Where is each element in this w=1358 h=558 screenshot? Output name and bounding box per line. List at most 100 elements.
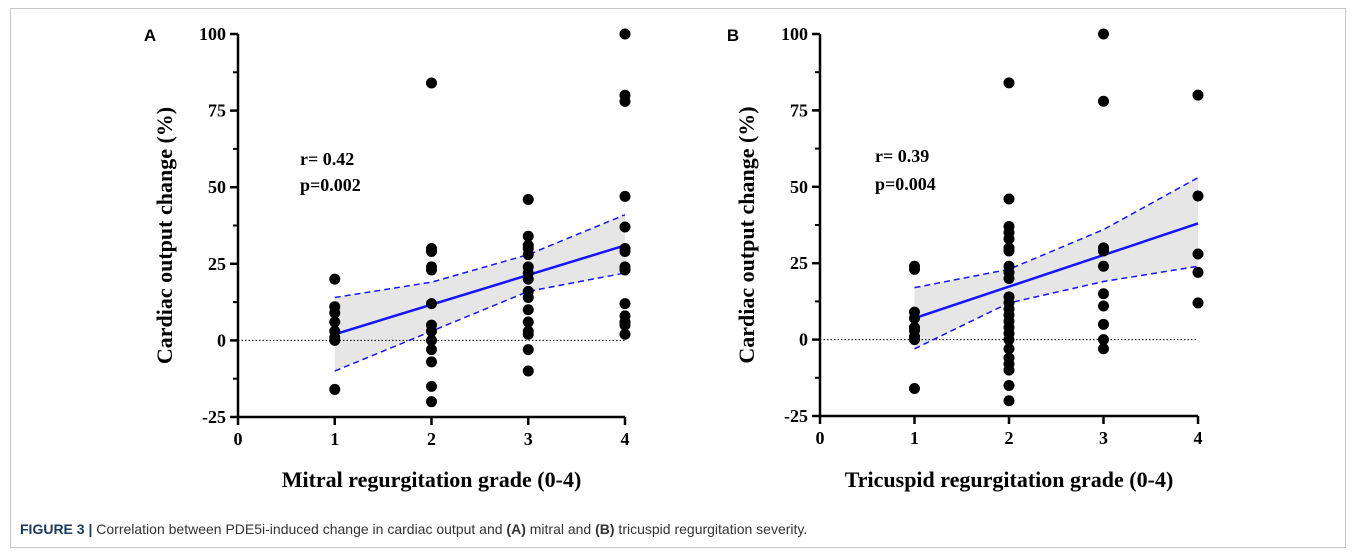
data-point (909, 382, 920, 394)
data-point (1192, 89, 1204, 101)
x-tick-label: 4 (621, 429, 630, 449)
data-point (1003, 343, 1015, 355)
data-point (619, 264, 631, 276)
data-point (522, 273, 534, 285)
data-point (426, 77, 437, 89)
y-tick-label: 50 (208, 177, 226, 197)
data-point (1098, 343, 1109, 355)
data-point (1003, 245, 1015, 257)
x-tick-label: 1 (910, 428, 919, 448)
x-axis-title: Mitral regurgitation grade (0-4) (282, 467, 582, 492)
data-point (1098, 334, 1109, 346)
y-tick-label: 75 (790, 100, 808, 120)
data-point (329, 273, 341, 285)
panel-letter: B (727, 26, 739, 45)
data-point (1003, 272, 1015, 284)
y-tick-label: 100 (199, 24, 226, 44)
data-point (329, 307, 341, 319)
data-point (426, 396, 437, 408)
data-point (619, 221, 631, 233)
data-point (619, 328, 631, 340)
y-tick-label: 0 (217, 330, 226, 350)
caption-panel-b: (B) (595, 521, 615, 537)
data-point (426, 380, 437, 392)
regression-line (334, 244, 626, 336)
x-tick-label: 0 (234, 429, 243, 449)
caption-text-1: Correlation between PDE5i-induced change… (92, 521, 507, 537)
data-point (522, 344, 534, 356)
y-tick-label: 0 (799, 330, 808, 350)
data-point (1098, 318, 1109, 330)
data-point (426, 246, 437, 258)
y-tick-label: -25 (784, 406, 808, 426)
figure-frame (10, 8, 1346, 548)
data-point (1003, 77, 1015, 89)
ci-lower-line (334, 272, 626, 372)
data-point (522, 230, 534, 242)
data-point (1098, 28, 1109, 40)
data-point (329, 334, 341, 346)
data-point (1098, 300, 1109, 312)
ci-upper-line (914, 176, 1199, 289)
data-point (1098, 288, 1109, 300)
ci-upper-line (334, 214, 626, 299)
caption-label: FIGURE 3 | (20, 521, 93, 537)
confidence-band (334, 214, 625, 372)
y-tick-label: -25 (202, 407, 226, 427)
data-point (426, 356, 437, 368)
confidence-band (914, 177, 1198, 349)
y-tick-label: 25 (208, 254, 226, 274)
data-point (426, 334, 437, 346)
data-point (1003, 193, 1015, 205)
data-point (1003, 364, 1015, 376)
correlation-r-text: r= 0.42 (300, 149, 354, 169)
chart-panel-a: -25 0 25 50 75 100 0 1 2 3 4 Mitral regurgitation g… (144, 24, 631, 492)
data-point (1098, 95, 1109, 107)
figure-caption: FIGURE 3 | Correlation between PDE5i-ind… (20, 521, 807, 537)
data-point (1003, 233, 1015, 245)
x-axis-title: Tricuspid regurgitation grade (0-4) (845, 467, 1174, 492)
data-point (1192, 248, 1204, 260)
x-tick-label: 4 (1194, 428, 1203, 448)
data-point (522, 365, 534, 377)
x-tick-label: 3 (524, 429, 533, 449)
regression-line (914, 222, 1199, 320)
y-axis-title: Cardiac output change (%) (734, 106, 759, 363)
chart-panel-b: -25 0 25 50 75 100 0 1 2 3 4 Tricuspid regurgitatio… (727, 24, 1204, 492)
data-point (522, 193, 534, 205)
y-tick-label: 75 (208, 101, 226, 121)
data-point (909, 334, 920, 346)
y-tick-label: 100 (781, 24, 808, 44)
data-point (426, 325, 437, 337)
data-point (619, 298, 631, 310)
data-point (329, 316, 341, 328)
data-point (909, 263, 920, 275)
ci-lower-line (914, 265, 1199, 350)
caption-text-2: mitral and (525, 521, 596, 537)
data-point (1192, 297, 1204, 309)
data-point (522, 304, 534, 316)
data-point (522, 328, 534, 340)
caption-text-3: tricuspid regurgitation severity. (614, 521, 808, 537)
correlation-p-text: p=0.004 (875, 174, 936, 194)
correlation-p-text: p=0.002 (300, 175, 361, 195)
y-tick-label: 25 (790, 253, 808, 273)
data-point (426, 298, 437, 310)
data-point (909, 312, 920, 324)
data-point (1003, 395, 1015, 407)
data-point (1192, 266, 1204, 278)
data-point (619, 246, 631, 258)
data-point (426, 264, 437, 276)
x-tick-label: 2 (1005, 428, 1014, 448)
data-point (1192, 190, 1204, 202)
data-point (1098, 245, 1109, 257)
data-point (522, 292, 534, 304)
caption-panel-a: (A) (506, 521, 526, 537)
y-axis-title: Cardiac output change (%) (152, 107, 177, 364)
correlation-r-text: r= 0.39 (875, 146, 929, 166)
data-point (1003, 379, 1015, 391)
x-tick-label: 3 (1099, 428, 1108, 448)
panel-letter: A (144, 26, 156, 45)
data-point (329, 383, 341, 395)
